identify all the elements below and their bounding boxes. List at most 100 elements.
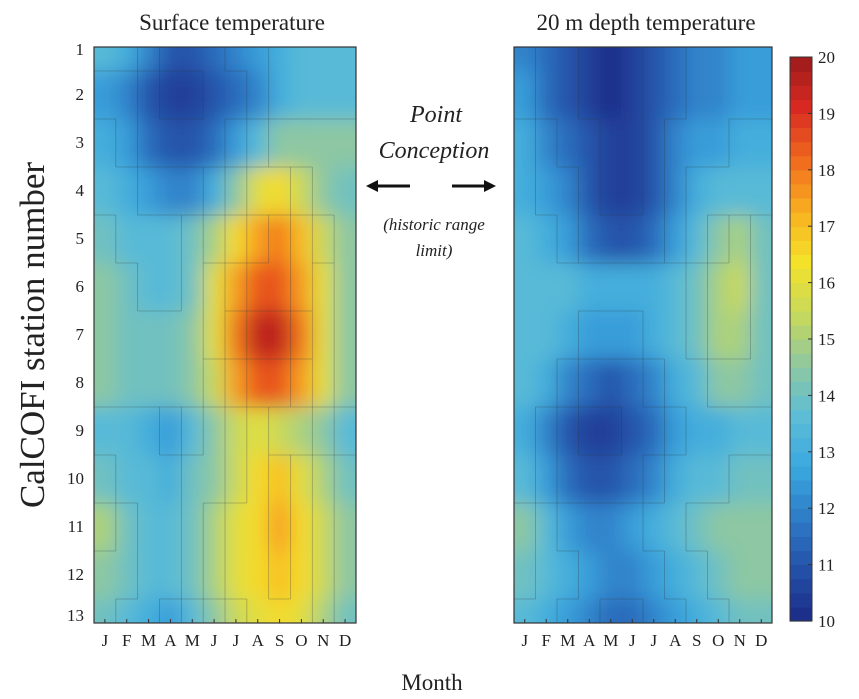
colorbar-band xyxy=(790,465,812,481)
colorbar-tick-label: 12 xyxy=(818,499,835,518)
depth-cell xyxy=(600,455,623,504)
surface-cell xyxy=(115,119,139,168)
surface-cell xyxy=(137,407,161,456)
surface-cell xyxy=(334,551,356,600)
y-tick-label: 4 xyxy=(76,181,85,200)
surface-cell xyxy=(94,263,117,312)
surface-cell xyxy=(203,551,226,600)
depth-cell xyxy=(600,359,623,408)
depth-cell xyxy=(557,311,580,360)
depth-cell xyxy=(514,359,537,408)
surface-cell xyxy=(225,503,248,552)
surface-cell xyxy=(203,263,226,312)
surface-cell xyxy=(246,167,270,216)
colorbar-band xyxy=(790,395,812,411)
surface-cell xyxy=(159,503,183,552)
depth-cell xyxy=(750,599,772,623)
surface-cell xyxy=(225,167,248,216)
surface-cell xyxy=(246,407,270,456)
surface-cell xyxy=(290,407,314,456)
depth-cell xyxy=(557,47,580,72)
depth-cell xyxy=(686,215,709,264)
depth-cell xyxy=(686,407,709,456)
colorbar-band xyxy=(790,71,812,86)
surface-cell xyxy=(203,455,226,504)
depth-cell xyxy=(600,503,623,552)
colorbar-band xyxy=(790,409,812,425)
depth-cell xyxy=(686,455,709,504)
surface-cell xyxy=(290,359,314,408)
depth-plot-frame xyxy=(513,46,773,624)
depth-cell xyxy=(514,551,537,600)
arrow-right-icon xyxy=(452,180,496,192)
colorbar-band xyxy=(790,592,812,608)
depth-cell xyxy=(600,167,623,216)
colorbar-band xyxy=(790,310,812,326)
surface-cell xyxy=(203,47,226,72)
depth-cell xyxy=(664,599,687,623)
surface-cell xyxy=(94,71,117,120)
surface-cell xyxy=(203,311,226,360)
depth-cell xyxy=(643,167,666,216)
depth-cell xyxy=(557,455,580,504)
surface-cell xyxy=(159,215,183,264)
surface-cell xyxy=(181,215,205,264)
surface-cell xyxy=(290,71,314,120)
surface-cell xyxy=(334,215,356,264)
colorbar-tick-label: 15 xyxy=(818,330,835,349)
depth-cell xyxy=(707,503,730,552)
depth-cell xyxy=(600,599,623,623)
surface-cell xyxy=(159,71,183,120)
surface-cell xyxy=(181,47,205,72)
surface-cell xyxy=(203,503,226,552)
depth-cell xyxy=(514,455,537,504)
depth-cell xyxy=(643,47,666,72)
depth-cell xyxy=(621,455,644,504)
depth-cell xyxy=(535,551,558,600)
surface-cell xyxy=(334,167,356,216)
surface-cell xyxy=(137,47,161,72)
depth-cell xyxy=(729,599,752,623)
surface-cell xyxy=(268,551,292,600)
surface-cell xyxy=(137,167,161,216)
depth-cell xyxy=(557,71,580,120)
depth-cell xyxy=(729,503,752,552)
surface-cell xyxy=(203,359,226,408)
depth-cell xyxy=(535,599,558,623)
surface-cell xyxy=(94,407,117,456)
surface-cell xyxy=(181,455,205,504)
depth-cell xyxy=(535,407,558,456)
depth-cell xyxy=(686,71,709,120)
depth-cell xyxy=(535,263,558,312)
depth-cell xyxy=(557,503,580,552)
depth-cell xyxy=(729,71,752,120)
depth-cell xyxy=(557,263,580,312)
depth-cell xyxy=(729,119,752,168)
depth-x-tick-label: M xyxy=(603,631,618,650)
depth-cell xyxy=(750,455,772,504)
surface-x-tick-label: A xyxy=(164,631,177,650)
surface-cell xyxy=(225,215,248,264)
colorbar-band xyxy=(790,226,812,241)
depth-cell xyxy=(557,167,580,216)
colorbar-band xyxy=(790,169,812,185)
colorbar-band xyxy=(790,367,812,382)
depth-cell xyxy=(535,119,558,168)
depth-cell xyxy=(729,551,752,600)
depth-cell xyxy=(664,47,687,72)
depth-cell xyxy=(600,551,623,600)
surface-x-tick-label: N xyxy=(317,631,329,650)
surface-cell xyxy=(137,311,161,360)
depth-cell xyxy=(643,359,666,408)
depth-cell xyxy=(557,407,580,456)
depth-cell xyxy=(664,167,687,216)
surface-cell xyxy=(225,407,248,456)
surface-cell xyxy=(334,503,356,552)
surface-cell xyxy=(246,455,270,504)
depth-cell xyxy=(643,119,666,168)
colorbar-band xyxy=(790,141,812,157)
depth-x-tick-label: F xyxy=(542,631,551,650)
surface-cell xyxy=(181,263,205,312)
surface-cell xyxy=(246,311,270,360)
depth-heatmap-panel xyxy=(513,46,773,624)
